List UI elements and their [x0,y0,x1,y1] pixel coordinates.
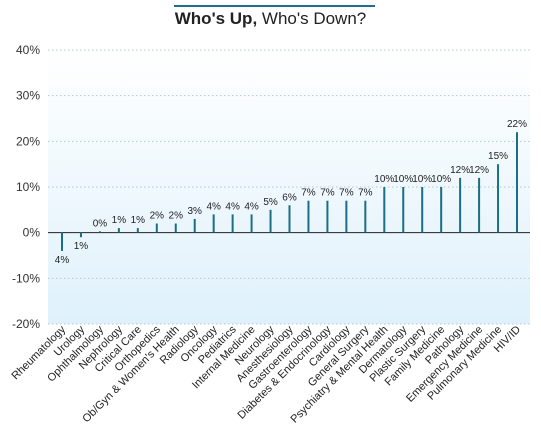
data-label: 1% [131,215,146,226]
data-label: 1% [112,215,127,226]
data-label: 4% [55,255,70,266]
data-label: 4% [206,201,221,212]
data-label: 10% [374,174,394,185]
bar [421,187,424,233]
chart-title-rest: Who's Down? [257,9,367,28]
bar [288,205,291,233]
y-tick-label: 10% [16,180,40,194]
bar [231,214,234,233]
chart-title: Who's Up, Who's Down? [0,9,541,29]
data-label: 10% [412,174,432,185]
y-tick-label: -10% [12,271,40,285]
data-label: 7% [320,188,335,199]
y-tick-label: -20% [12,317,40,331]
data-label: 2% [150,211,165,222]
bar [402,187,405,233]
chart-title-area: Who's Up, Who's Down? [0,0,541,40]
bar [269,209,272,233]
bar [212,214,215,233]
bar [307,200,310,233]
data-label: 2% [169,211,184,222]
data-label: 5% [263,197,278,208]
bar [345,200,348,233]
bar [383,187,386,233]
data-label: 0% [93,218,108,229]
bar [98,231,101,233]
bar [250,214,253,233]
data-label: 4% [244,201,259,212]
bar [174,223,177,233]
data-label: 15% [488,151,508,162]
data-label: 22% [507,119,527,130]
data-label: 12% [469,165,489,176]
bar [136,228,139,233]
bar [61,232,63,251]
data-label: 7% [301,188,316,199]
y-tick-label: 0% [23,226,41,240]
bar [364,200,367,233]
bar [497,164,500,233]
data-label: 12% [450,165,470,176]
bar [440,187,443,233]
data-label: 7% [358,188,373,199]
bar [326,200,329,233]
data-label: 7% [339,188,354,199]
data-label: 10% [393,174,413,185]
bar [79,232,82,238]
bar [459,177,462,233]
data-label: 3% [187,206,202,217]
data-label: 10% [431,174,451,185]
y-tick-label: 20% [16,134,40,148]
bar [117,228,120,233]
data-label: 4% [225,201,240,212]
bar [155,223,158,233]
bar [478,177,481,233]
data-label: 6% [282,192,297,203]
y-tick-label: 40% [16,43,40,57]
bar [516,132,518,233]
y-tick-label: 30% [16,89,40,103]
data-label: 1% [74,241,89,252]
chart-title-bold: Who's Up, [174,9,258,28]
bar [193,218,196,233]
title-rule [174,5,375,7]
